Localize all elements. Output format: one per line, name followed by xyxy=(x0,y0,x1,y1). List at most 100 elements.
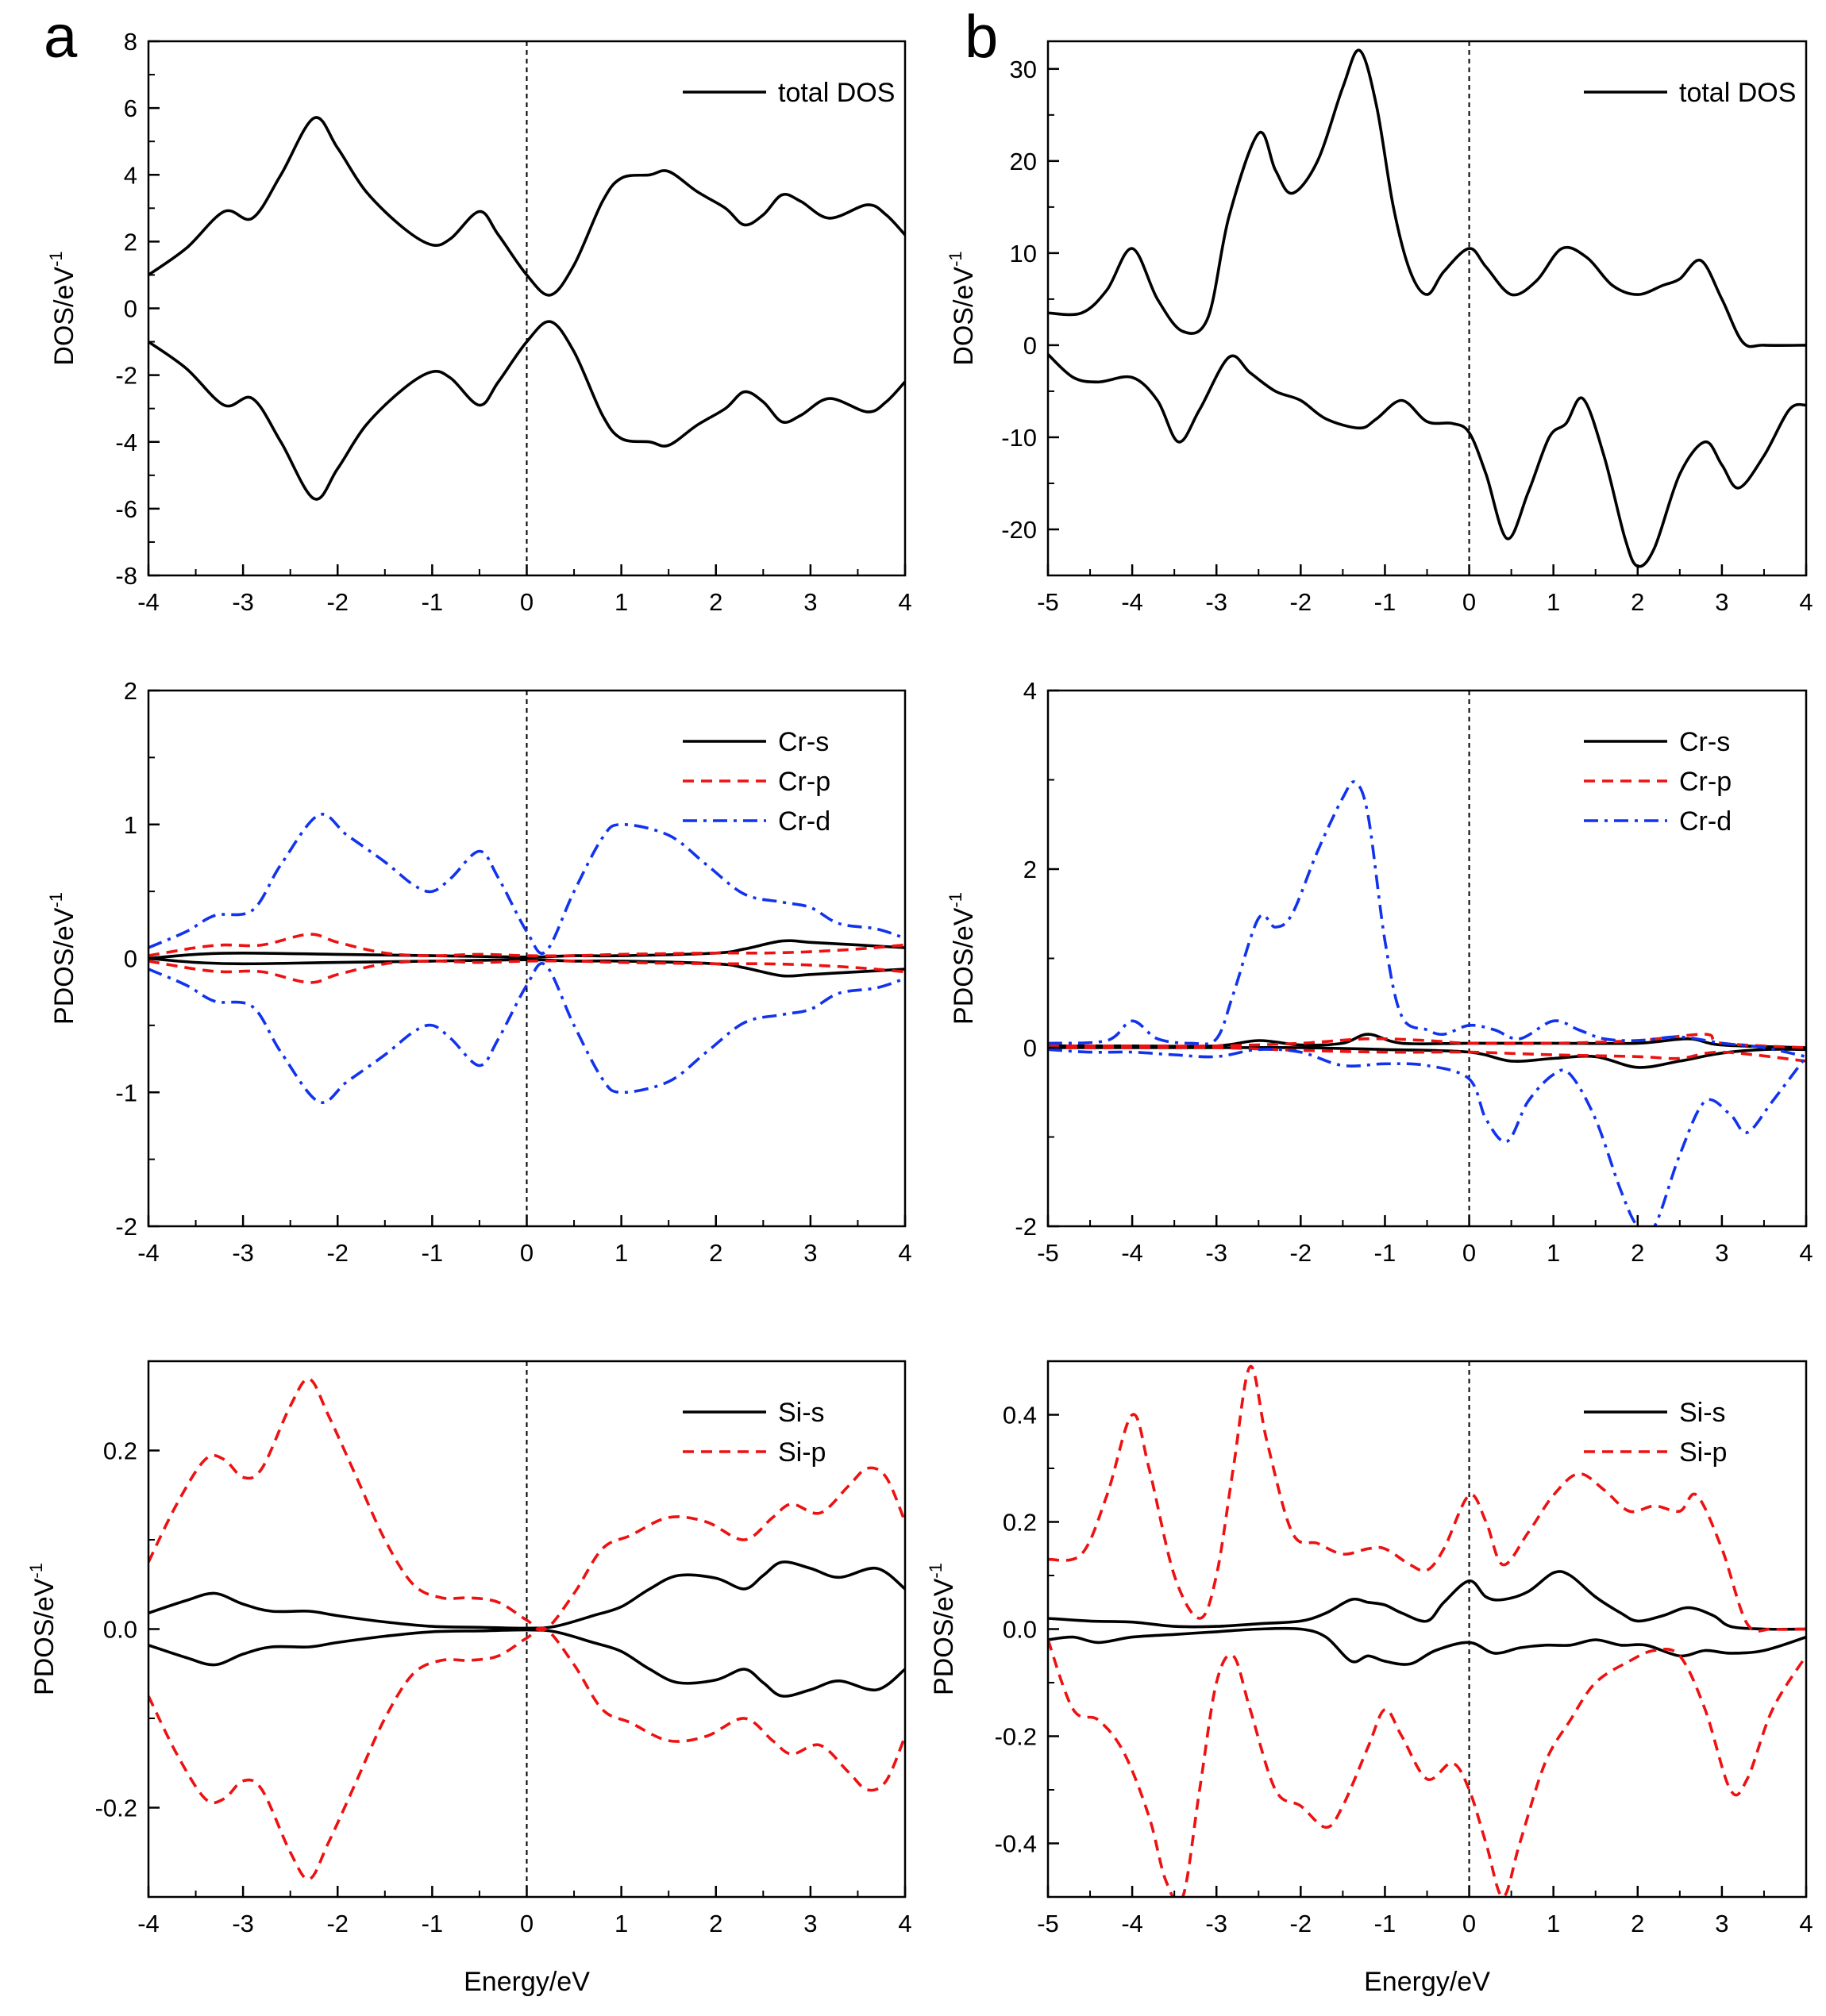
chart-b-top: -5 -4 -3 -2 -1 0 1 2 3 4-20-100102030DOS/eV-1tota… xyxy=(946,40,1813,616)
y-tick-label: 2 xyxy=(124,228,137,256)
y-tick-label: 0.2 xyxy=(103,1437,137,1465)
x-tick-label: 0 xyxy=(520,1239,534,1267)
chart-b-mid: -5 -4 -3 -2 -1 0 1 2 3 4 -2 0 2 4 PDOS/eV-1 Cr-s Cr-p Cr-… xyxy=(946,677,1813,1267)
legend-label: total DOS xyxy=(1679,78,1796,108)
x-tick-label: -4 xyxy=(1121,588,1143,616)
series-line-si-s xyxy=(1048,1570,1806,1631)
x-tick-label: 0 xyxy=(520,588,534,616)
x-tick-label: 1 xyxy=(1547,588,1560,616)
series-line-spin-down xyxy=(1048,1626,1806,1666)
series-line-spin-down xyxy=(148,962,905,1104)
y-axis-title: PDOS/eV-1 xyxy=(26,1563,60,1695)
x-tick-label: 4 xyxy=(1799,588,1813,616)
series-line-cr-p xyxy=(148,933,905,958)
series-line-si-s xyxy=(148,1560,905,1630)
series-line-si-p xyxy=(148,1377,905,1632)
series-line-spin-down xyxy=(148,1628,905,1698)
x-tick-label: 3 xyxy=(803,1910,817,1937)
series-line-spin-down xyxy=(148,1626,905,1881)
x-tick-label: 2 xyxy=(709,1239,722,1267)
y-axis-title: DOS/eV-1 xyxy=(946,251,979,365)
series-line-cr-d xyxy=(1048,780,1806,1059)
x-tick-label: 2 xyxy=(1631,1910,1644,1937)
x-tick-label: 2 xyxy=(1631,588,1644,616)
chart-a-top: -4 -3 -2 -1 0 1 2 3 4 -8 -6 -4 -2 0 2 4 6 8 DOS/eV-1 total … xyxy=(46,28,912,616)
y-tick-label: -2 xyxy=(115,362,137,390)
x-tick-label: 1 xyxy=(1547,1239,1560,1267)
x-tick-label: -1 xyxy=(1374,588,1396,616)
x-tick-label: 2 xyxy=(709,588,722,616)
y-tick-label: 8 xyxy=(124,28,137,56)
series-group xyxy=(1048,48,1806,568)
x-tick-label: -2 xyxy=(1290,588,1312,616)
y-tick-label: -0.2 xyxy=(995,1723,1037,1751)
y-tick-label: -6 xyxy=(115,495,137,523)
series-group xyxy=(148,813,905,1104)
y-axis-title-superscript: -1 xyxy=(46,892,66,908)
y-axis-title: DOS/eV-1 xyxy=(46,251,79,365)
legend-label: total DOS xyxy=(778,78,895,108)
y-tick-label: 0.0 xyxy=(103,1616,137,1644)
y-tick-label: 0 xyxy=(124,945,137,973)
series-line-spin-down xyxy=(1048,1046,1806,1069)
y-tick-label: 0.0 xyxy=(1003,1616,1037,1644)
x-tick-label: 4 xyxy=(1799,1239,1813,1267)
legend-label: Si-p xyxy=(778,1437,826,1468)
y-tick-label: -1 xyxy=(115,1079,137,1106)
y-tick-label: 0 xyxy=(1023,332,1037,360)
series-line-spin-down xyxy=(1048,1045,1806,1063)
x-tick-label: -3 xyxy=(1205,588,1227,616)
y-tick-label: 20 xyxy=(1010,148,1037,175)
x-tick-label: -3 xyxy=(232,588,254,616)
x-tick-label: -5 xyxy=(1037,588,1059,616)
series-group xyxy=(1048,1364,1806,1897)
y-tick-label: -0.4 xyxy=(995,1830,1037,1858)
series-group xyxy=(148,1377,905,1881)
y-axis-title-superscript: -1 xyxy=(946,251,965,267)
x-tick-label: 3 xyxy=(1715,1910,1728,1937)
y-tick-label: -20 xyxy=(1001,516,1037,544)
y-tick-label: -10 xyxy=(1001,424,1037,452)
y-axis-title-superscript: -1 xyxy=(46,251,66,267)
y-tick-label: 6 xyxy=(124,94,137,122)
legend-label: Cr-d xyxy=(1679,806,1732,837)
y-tick-label: -0.2 xyxy=(95,1795,137,1822)
x-tick-label: -5 xyxy=(1037,1239,1059,1267)
x-tick-label: -1 xyxy=(1374,1239,1396,1267)
x-tick-label: 3 xyxy=(1715,588,1728,616)
series-line-spin-down xyxy=(148,320,905,501)
series-group xyxy=(148,116,905,501)
chart-a-bot: -4 -3 -2 -1 0 1 2 3 4 -0.2 0.0 0.2 PDOS/eV-1 Energy/e… xyxy=(26,1360,912,1997)
x-tick-label: 2 xyxy=(1631,1239,1644,1267)
x-tick-label: -4 xyxy=(137,588,160,616)
legend-label: Cr-p xyxy=(1679,767,1732,797)
y-tick-label: 4 xyxy=(124,161,137,189)
x-tick-label: -1 xyxy=(422,1239,444,1267)
x-tick-label: 3 xyxy=(803,588,817,616)
x-tick-label: 0 xyxy=(1462,1910,1476,1937)
x-axis-title: Energy/eV xyxy=(464,1967,590,1997)
series-line-spin-down xyxy=(1048,1048,1806,1226)
y-tick-label: 10 xyxy=(1010,240,1037,267)
y-tick-label: 0.2 xyxy=(1003,1509,1037,1537)
series-line-total-dos xyxy=(1048,48,1806,348)
chart-a-mid: -4 -3 -2 -1 0 1 2 3 4 -2 -1 0 1 2 PDOS/eV-1 Cr-s Cr-p Cr-… xyxy=(46,677,912,1267)
x-tick-label: 4 xyxy=(1799,1910,1813,1937)
x-tick-label: 1 xyxy=(614,1910,628,1937)
y-tick-label: 1 xyxy=(124,811,137,839)
x-tick-label: 3 xyxy=(803,1239,817,1267)
x-tick-label: -3 xyxy=(232,1239,254,1267)
x-tick-label: 1 xyxy=(614,588,628,616)
y-tick-label: 30 xyxy=(1010,56,1037,83)
series-line-cr-s xyxy=(148,939,905,960)
x-tick-label: 0 xyxy=(1462,1239,1476,1267)
y-tick-label: 4 xyxy=(1023,677,1037,705)
x-tick-label: -3 xyxy=(232,1910,254,1937)
legend-label: Cr-p xyxy=(778,767,830,797)
y-axis-title: PDOS/eV-1 xyxy=(946,892,979,1025)
series-line-total-dos xyxy=(148,116,905,297)
x-tick-label: -1 xyxy=(1374,1910,1396,1937)
x-tick-label: 3 xyxy=(1715,1239,1728,1267)
x-tick-label: -1 xyxy=(422,1910,444,1937)
